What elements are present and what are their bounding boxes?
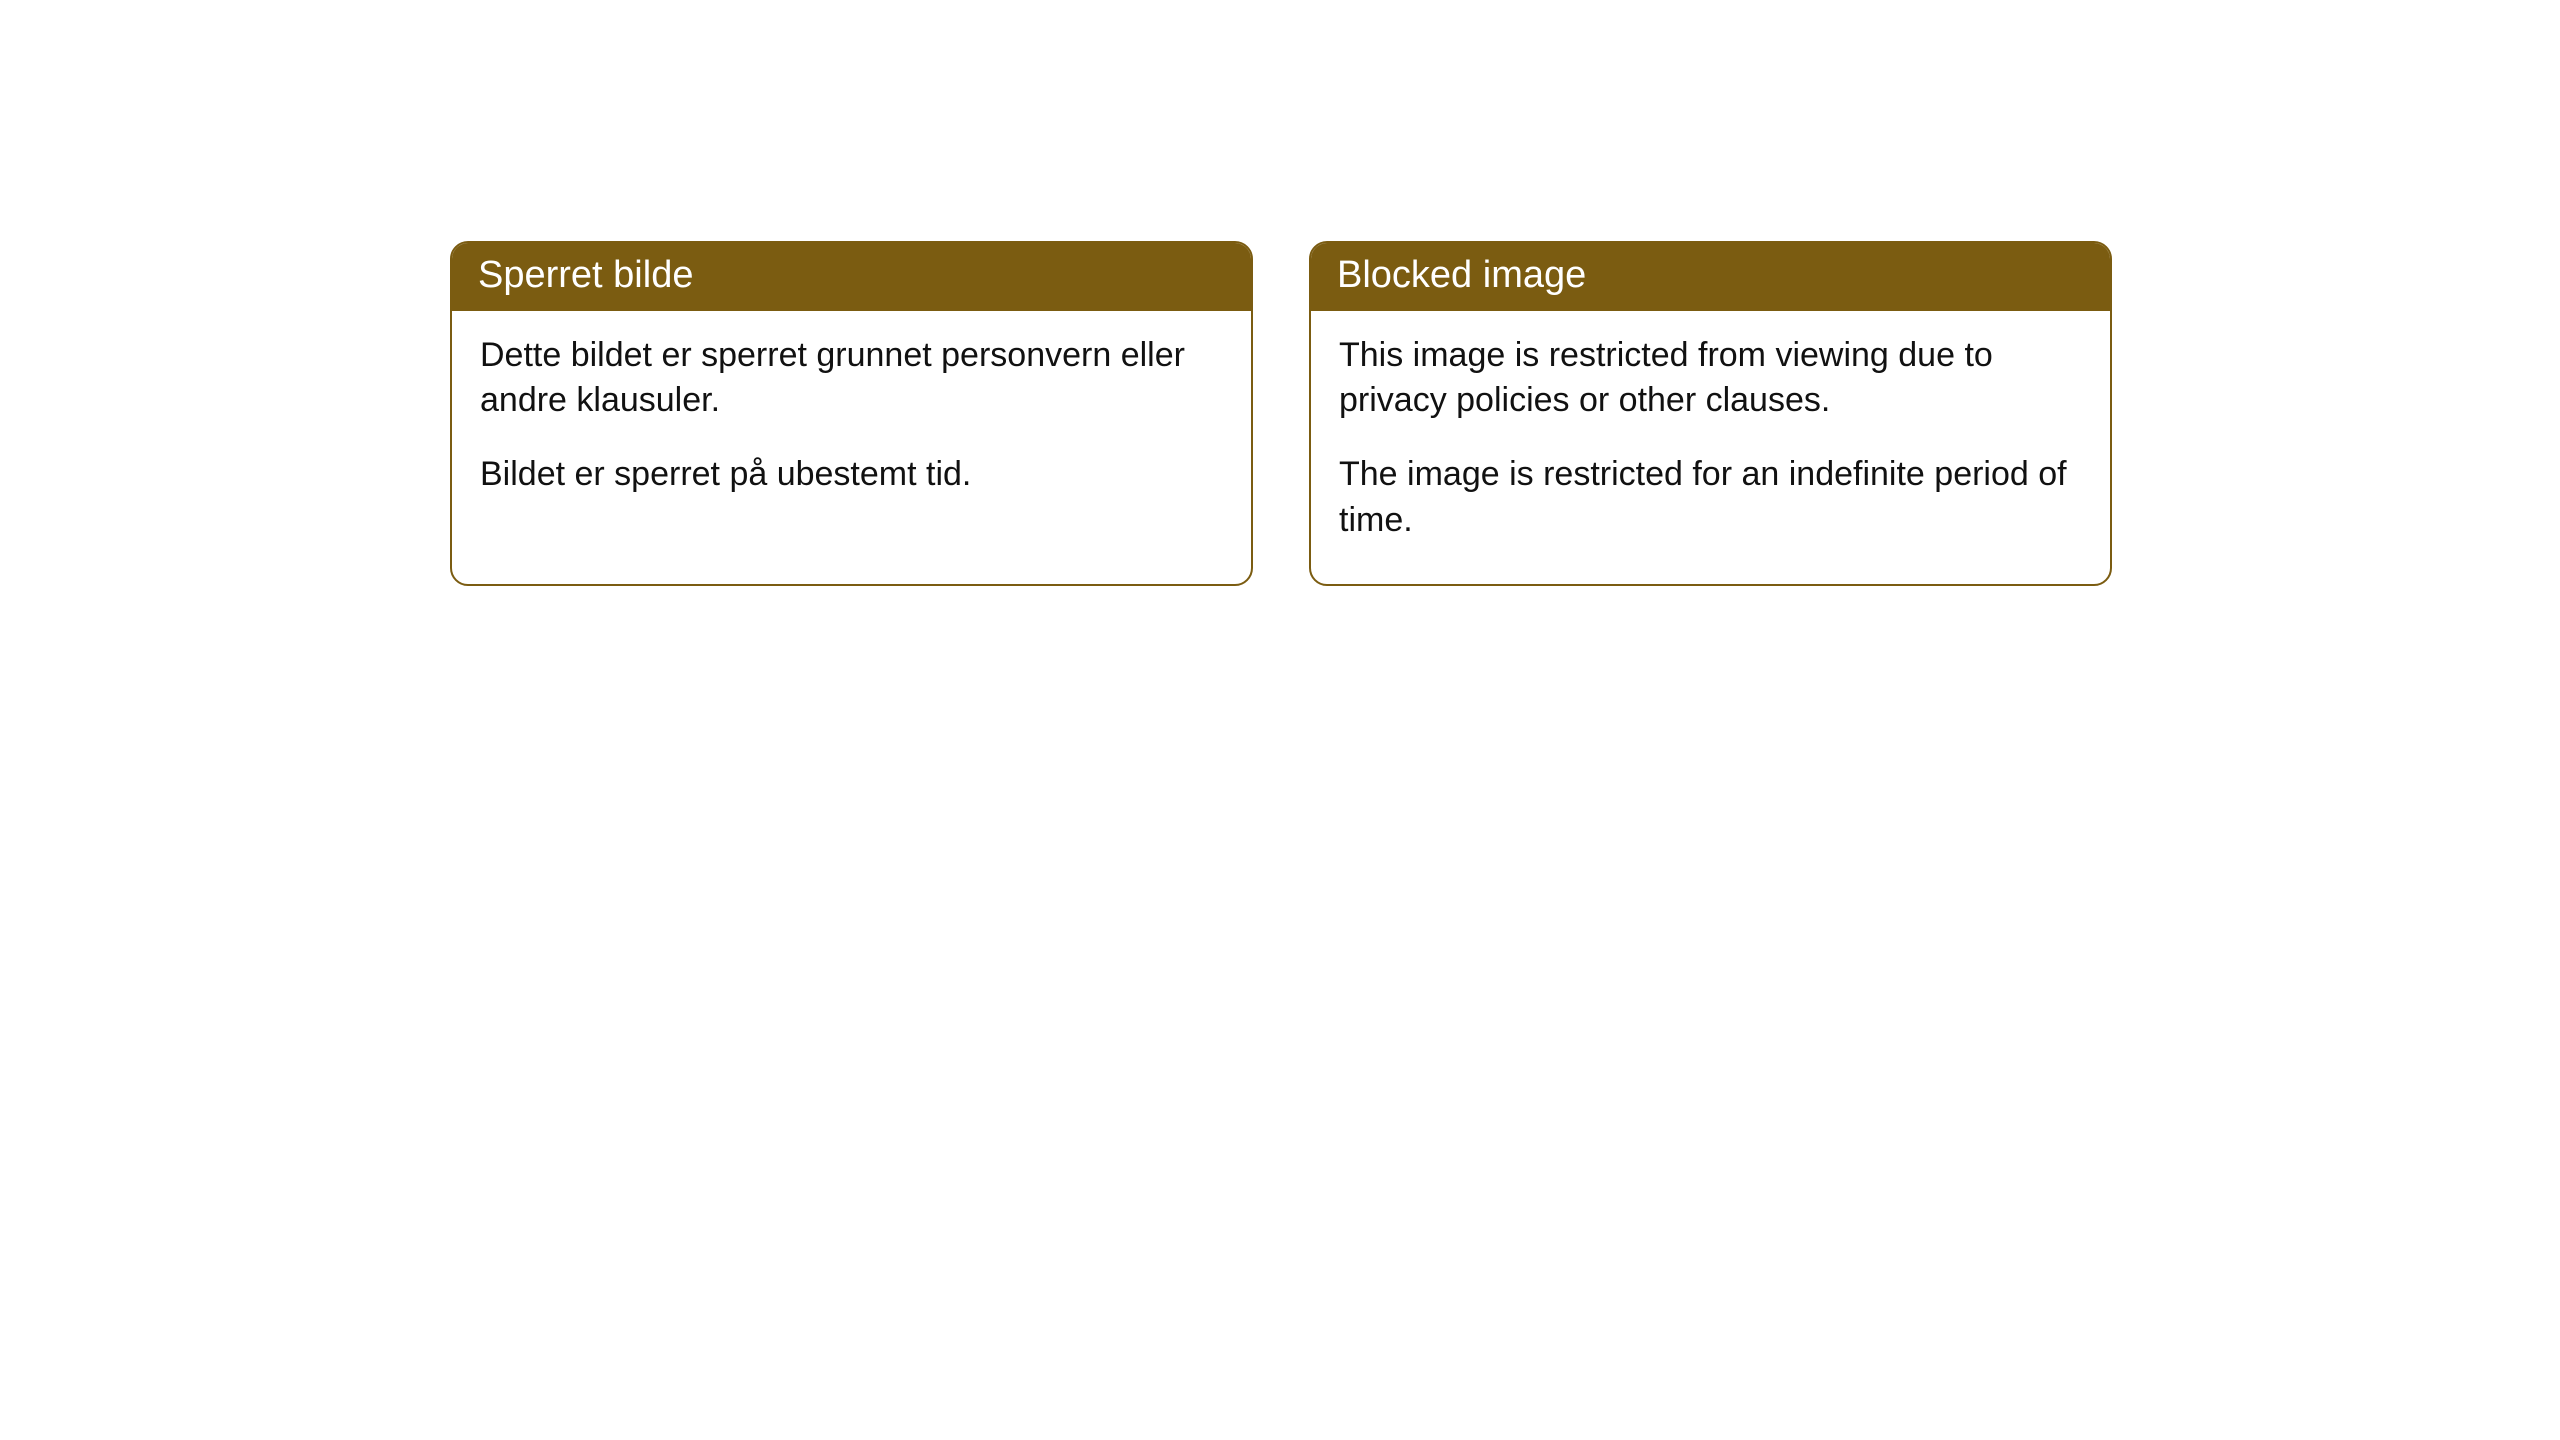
card-body: Dette bildet er sperret grunnet personve…	[452, 311, 1251, 539]
card-paragraph: Bildet er sperret på ubestemt tid.	[480, 452, 1223, 498]
card-title: Sperret bilde	[478, 254, 693, 296]
card-paragraph: Dette bildet er sperret grunnet personve…	[480, 333, 1223, 425]
card-paragraph: This image is restricted from viewing du…	[1339, 333, 2082, 425]
card-header: Sperret bilde	[452, 243, 1251, 311]
card-body: This image is restricted from viewing du…	[1311, 311, 2110, 585]
card-paragraph: The image is restricted for an indefinit…	[1339, 452, 2082, 544]
cards-container: Sperret bilde Dette bildet er sperret gr…	[450, 241, 2112, 586]
blocked-image-card-no: Sperret bilde Dette bildet er sperret gr…	[450, 241, 1253, 586]
blocked-image-card-en: Blocked image This image is restricted f…	[1309, 241, 2112, 586]
card-title: Blocked image	[1337, 254, 1586, 296]
card-header: Blocked image	[1311, 243, 2110, 311]
